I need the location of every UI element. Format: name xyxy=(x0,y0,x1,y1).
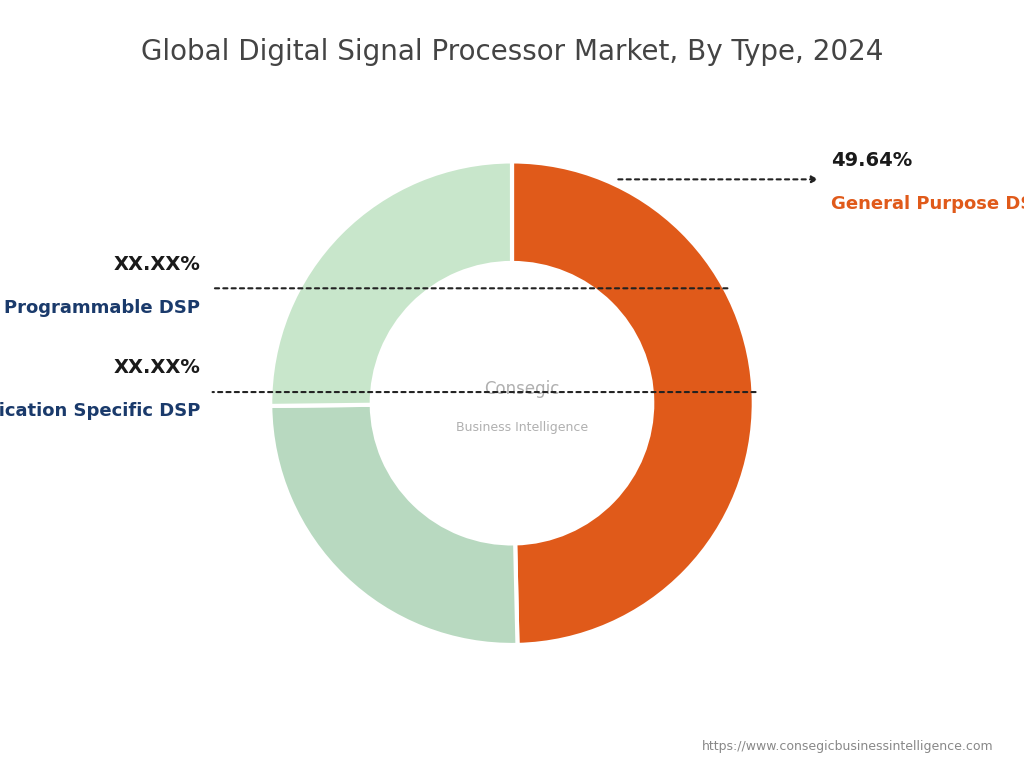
Text: 49.64%: 49.64% xyxy=(831,151,912,170)
Text: XX.XX%: XX.XX% xyxy=(114,255,200,273)
Text: General Purpose DSP: General Purpose DSP xyxy=(831,194,1024,213)
Text: Programmable DSP: Programmable DSP xyxy=(4,299,200,316)
Wedge shape xyxy=(270,405,517,645)
Text: Application Specific DSP: Application Specific DSP xyxy=(0,402,200,420)
Text: Business Intelligence: Business Intelligence xyxy=(456,421,588,434)
Text: XX.XX%: XX.XX% xyxy=(114,359,200,377)
Text: Global Digital Signal Processor Market, By Type, 2024: Global Digital Signal Processor Market, … xyxy=(141,38,883,66)
Wedge shape xyxy=(512,161,754,645)
Text: https://www.consegicbusinessintelligence.com: https://www.consegicbusinessintelligence… xyxy=(701,740,993,753)
Text: Consegic: Consegic xyxy=(484,379,559,398)
Wedge shape xyxy=(270,161,512,406)
